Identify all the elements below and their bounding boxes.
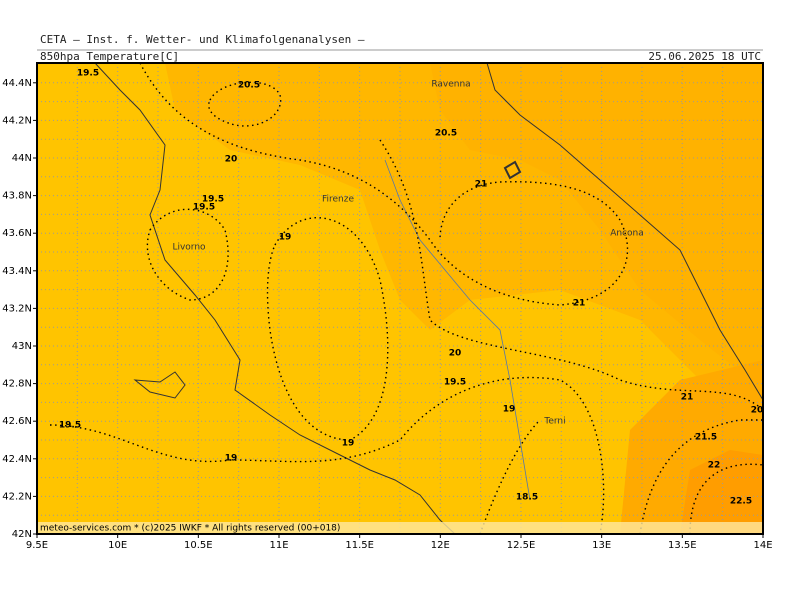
contour-label: 20 (449, 349, 462, 359)
x-tick-label: 11E (269, 540, 288, 551)
contour-label: 19 (342, 439, 355, 449)
contour-label: 21 (573, 299, 586, 309)
y-tick-label: 43.4N (2, 266, 32, 277)
frame (36, 62, 764, 535)
contour-label: 19.5 (59, 421, 81, 431)
institute: CETA — Inst. f. Wetter- und Klimafolgena… (40, 33, 365, 46)
x-tick-label: 12E (431, 540, 450, 551)
x-tick-label: 10E (108, 540, 127, 551)
y-tick-label: 42.6N (2, 416, 32, 427)
contour-label: 22 (708, 461, 721, 471)
y-tick-label: 44.4N (2, 78, 32, 89)
y-tick-label: 42.4N (2, 454, 32, 465)
contour-label: 19 (279, 233, 292, 243)
x-tick-label: 11.5E (345, 540, 374, 551)
valid-time: 25.06.2025 18 UTC (648, 50, 761, 63)
x-tick-label: 13E (592, 540, 611, 551)
contour-label: 19 (503, 405, 516, 415)
y-tick-label: 42N (12, 529, 32, 540)
grid (37, 63, 763, 534)
contour-label: 21 (681, 393, 694, 403)
contour-label: 20.5 (238, 81, 260, 91)
contour-label: 19.5 (77, 69, 99, 79)
copyright: meteo-services.com * (c)2025 IWKF * All … (40, 524, 340, 534)
x-tick-label: 14E (753, 540, 772, 551)
field-name: 850hpa_Temperature[C] (40, 50, 179, 63)
contour-label: 19 (225, 454, 238, 464)
footer-bar (38, 522, 762, 533)
city-name: Firenze (322, 195, 354, 205)
city-name: Terni (543, 417, 565, 427)
contour-label: 21 (475, 180, 488, 190)
contour-label: 20 (225, 155, 238, 165)
x-tick-label: 9.5E (26, 540, 48, 551)
coastlines (94, 62, 764, 535)
city-name: Ancona (610, 229, 644, 239)
contour-label: 19.5 (444, 378, 466, 388)
y-tick-label: 43N (12, 341, 32, 352)
labels: Ravenna Firenze Livorno Ancona Terni 19.5 20.5… (59, 69, 763, 507)
y-tick-label: 44.2N (2, 115, 32, 126)
y-tick-label: 43.2N (2, 303, 32, 314)
contour-label: 22.5 (730, 497, 752, 507)
y-tick-label: 42.8N (2, 379, 32, 390)
y-tick-label: 42.2N (2, 491, 32, 502)
contour-label: 19.5 (193, 203, 215, 213)
contour-label: 20 (751, 406, 764, 416)
city-name: Ravenna (431, 80, 470, 90)
x-tick-label: 10.5E (184, 540, 213, 551)
contour-label: 21.5 (695, 433, 717, 443)
contour-label: 19.5 (202, 195, 224, 205)
contour-label: 20.5 (435, 129, 457, 139)
y-tick-label: 43.6N (2, 228, 32, 239)
y-tick-label: 43.8N (2, 191, 32, 202)
contour-label: 18.5 (516, 493, 538, 503)
contours (49, 62, 764, 535)
x-tick-label: 12.5E (507, 540, 536, 551)
y-tick-label: 44N (12, 153, 32, 164)
city-name: Livorno (172, 243, 206, 253)
x-tick-label: 13.5E (668, 540, 697, 551)
